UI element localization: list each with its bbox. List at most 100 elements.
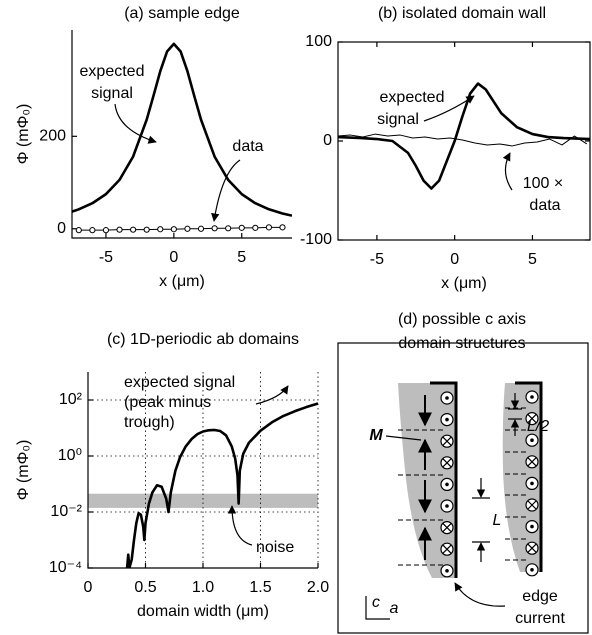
edge-current-symbol: [530, 481, 534, 486]
x-tick-label: -5: [370, 251, 384, 268]
annotation-arrow: [114, 103, 157, 144]
x-tick-label: 0.5: [134, 579, 156, 596]
x-axis-label: domain width (μm): [137, 603, 269, 620]
y-tick-label: 10²: [59, 391, 83, 408]
y-axis-label: Φ (mΦ₀): [15, 440, 32, 501]
diagram: (d) possible c axis domain structures M L/…: [337, 311, 589, 634]
x-tick-label: 0: [169, 249, 178, 266]
diagram-label: a: [390, 600, 399, 617]
data-point: [75, 227, 82, 234]
annotation-arrow: [502, 152, 513, 191]
edge-current-symbol: [442, 523, 452, 533]
edge-current-symbol: [530, 568, 534, 572]
annotation: expected: [380, 89, 445, 106]
annotation-arrow: [423, 95, 475, 122]
axis-indicator: [365, 596, 390, 620]
x-tick-label: 0: [450, 251, 459, 268]
chart-title: (c) 1D-periodic ab domains: [107, 331, 299, 348]
data-line: [338, 133, 588, 147]
edge-current-symbol: [527, 543, 537, 553]
diagram-label: L: [493, 512, 502, 529]
data-point: [197, 225, 205, 232]
data-point: [184, 225, 191, 232]
chart: 0 0.5 1.0 1.5 2.0 10⁻⁴ 10⁻² 10⁰ 10² (c) 1D-period…: [15, 331, 329, 620]
data-point: [89, 227, 96, 234]
x-tick-label: 5: [528, 251, 537, 268]
y-tick-label: 200: [39, 128, 66, 145]
annotation: (peak minus: [124, 394, 211, 411]
y-tick-label: 10⁰: [58, 447, 82, 464]
annotation-arrow: [255, 385, 289, 405]
y-tick-label: 10⁻⁴: [49, 559, 82, 576]
data-point: [170, 226, 177, 233]
edge-current-symbol: [527, 414, 537, 424]
x-tick-label: 5: [237, 249, 246, 266]
x-tick-label: -5: [99, 249, 113, 266]
axes: [71, 30, 292, 239]
edge-current-symbol: [530, 524, 534, 529]
data-point: [116, 226, 123, 233]
annotation: signal: [91, 85, 133, 102]
plot-frame: [337, 41, 591, 241]
edge-current-symbol: [442, 458, 452, 468]
edge-current-symbol: [445, 482, 449, 487]
x-tick-label: 1.5: [249, 579, 271, 596]
edge-current-symbol: [442, 544, 452, 554]
y-axis-label: Φ (mΦ₀): [15, 104, 32, 165]
y-tick-label: 0: [57, 220, 66, 237]
sample-edge: [515, 381, 543, 572]
data-point: [279, 224, 286, 231]
diagram-label: L/2: [527, 418, 549, 435]
edge-current-symbol: [530, 395, 534, 399]
annotation: 100 ×: [523, 175, 563, 192]
edge-current-symbol: [445, 504, 449, 508]
data-point: [265, 224, 273, 231]
annotation: noise: [256, 539, 294, 556]
edge-current-symbol: [445, 569, 449, 573]
chart-title: (a) sample edge: [124, 5, 240, 22]
data-point: [157, 226, 164, 233]
data-line: [72, 42, 292, 217]
diagram-frame: [337, 342, 589, 634]
diagram-label: c: [372, 594, 380, 611]
diagram-label: M: [369, 427, 383, 444]
data-line: [338, 82, 590, 190]
y-tick-label: -100: [300, 231, 332, 248]
annotation: data: [232, 138, 263, 155]
edge-current-symbol: [527, 457, 537, 467]
diagram-title: (d) possible c axis: [398, 311, 526, 328]
data-line: [125, 402, 318, 568]
edge-current-symbol: [445, 417, 449, 422]
annotation: expected signal: [124, 374, 235, 391]
x-tick-label: 1.0: [192, 579, 214, 596]
data-line: [78, 226, 283, 231]
edge-current-symbol: [442, 436, 452, 446]
annotation: trough): [124, 414, 175, 431]
chart: -5 0 5 -100 0 100 (b) isolated domain wall x (μ…: [300, 5, 591, 292]
data-point: [252, 224, 259, 231]
data-point: [130, 226, 137, 233]
x-tick-label: 0: [84, 579, 93, 596]
edge-current-symbol: [445, 396, 449, 400]
annotation: expected: [80, 63, 145, 80]
y-tick-label: 0: [323, 132, 332, 149]
data-point: [225, 225, 232, 232]
y-tick-label: 100: [305, 33, 332, 50]
diagram-title: domain structures: [398, 335, 525, 352]
pointer: [454, 582, 506, 607]
data-point: [238, 224, 245, 231]
x-axis-label: x (μm): [159, 273, 205, 290]
y-tick-label: 10⁻²: [50, 503, 82, 520]
x-axis-label: x (μm): [441, 275, 487, 292]
x-tick-label: 2.0: [307, 579, 329, 596]
data-point: [143, 226, 150, 233]
axes: [87, 372, 318, 569]
annotation: signal: [377, 111, 419, 128]
sample-edge: [430, 381, 458, 578]
annotation-arrow: [227, 505, 253, 546]
annotation: data: [529, 197, 560, 214]
diagram-label: edge: [522, 588, 558, 605]
data-point: [102, 227, 110, 234]
pointer: [385, 435, 422, 441]
